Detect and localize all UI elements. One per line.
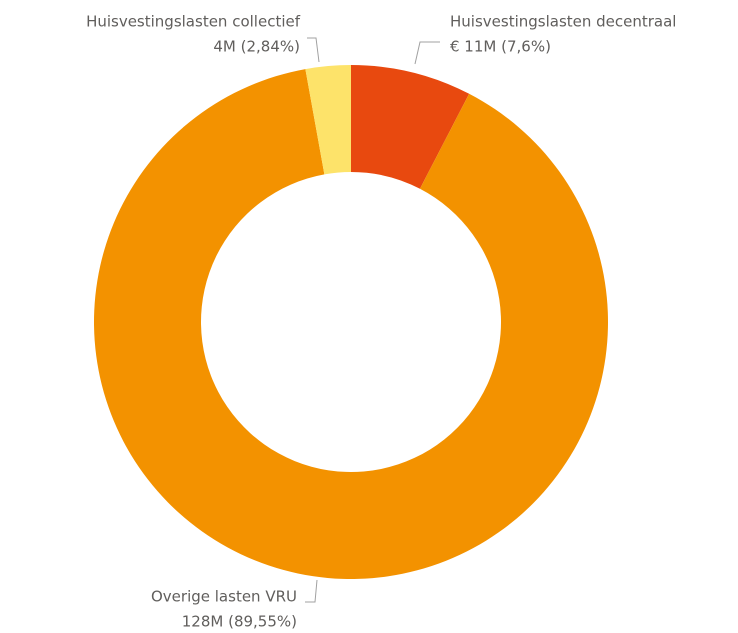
leader-line — [414, 41, 440, 65]
slice-label: Huisvestingslasten collectief — [86, 13, 301, 31]
leader-line — [305, 579, 318, 603]
donut-slice — [351, 65, 470, 189]
donut-slice — [305, 65, 351, 175]
slice-label: Huisvestingslasten decentraal — [450, 13, 676, 31]
slice-value-label: 128M (89,55%) — [182, 613, 297, 631]
slice-value-label: € 11M (7,6%) — [450, 38, 551, 56]
slice-value-label: 4M (2,84%) — [213, 38, 300, 56]
donut-slice — [93, 69, 608, 579]
slice-label: Overige lasten VRU — [151, 588, 297, 606]
leader-line — [307, 37, 320, 63]
